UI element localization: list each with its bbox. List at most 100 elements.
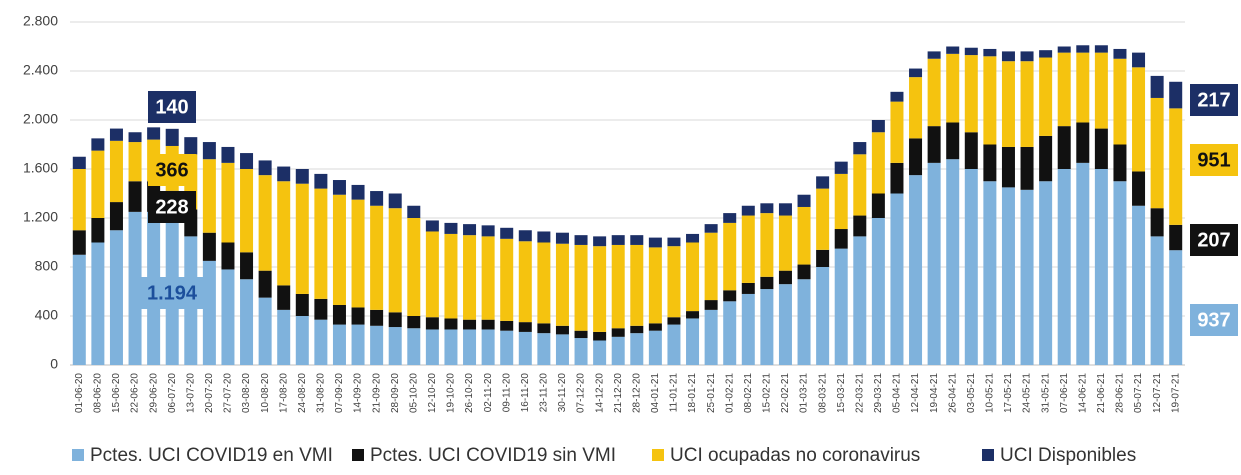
bar-segment [91,150,105,218]
bar-segment [314,298,328,320]
bar-segment [444,233,458,319]
x-tick-label: 27-07-20 [223,373,234,413]
x-tick-label: 12-07-21 [1152,373,1163,413]
bar-segment [500,238,514,321]
bar-segment [760,203,774,214]
x-tick-label: 16-11-20 [520,373,531,413]
bar-segment [1150,236,1164,365]
bar-segment [202,232,216,261]
data-label-box [1190,84,1238,116]
x-tick-label: 03-08-20 [241,373,252,413]
bar-segment [481,236,495,320]
x-tick-label: 23-11-20 [539,373,550,413]
bar-segment [128,132,142,143]
bar-segment [704,232,718,301]
bar-segment [72,156,86,169]
bar-segment [518,241,532,323]
bar-segment [871,193,885,218]
bar-segment [72,254,86,365]
bar-segment [946,159,960,365]
bar-segment [704,309,718,365]
x-tick-label: 13-07-20 [185,373,196,413]
bar-segment [332,194,346,305]
bar-segment [295,316,309,365]
bar-segment [1020,189,1034,365]
x-tick-label: 28-09-20 [390,373,401,413]
x-tick-label: 01-06-20 [74,373,85,413]
bar-segment [1150,208,1164,237]
bar-segment [797,279,811,365]
data-label-box [148,191,196,223]
bar-segment [834,161,848,174]
bar-segment [778,203,792,216]
bar-segment [407,328,421,365]
bar-segment [388,312,402,328]
bar-segment [723,222,737,291]
bar-segment [946,53,960,123]
bar-segment [463,319,477,330]
x-tick-label: 08-03-21 [817,373,828,413]
bar-segment [277,309,291,365]
bar-segment [853,236,867,365]
bar-segment [128,181,142,212]
bar-segment [537,231,551,243]
bar-segment [704,300,718,310]
x-tick-label: 22-06-20 [130,373,141,413]
bar-segment [370,205,384,310]
x-tick-label: 14-09-20 [353,373,364,413]
bar-segment [1132,52,1146,68]
bar-segment [723,301,737,365]
x-tick-label: 19-10-20 [446,373,457,413]
bar-segment [221,269,235,365]
bar-segment [240,279,254,365]
bar-segment [593,331,607,341]
bar-segment [1094,169,1108,365]
legend-label: Pctes. UCI COVID19 en VMI [90,445,333,466]
x-tick-label: 22-03-21 [854,373,865,413]
bar-segment [593,340,607,365]
bar-segment [983,56,997,145]
data-label: 937 [1197,309,1230,331]
bar-segment [277,285,291,310]
bar-segment [834,248,848,365]
y-tick-label: 400 [35,307,59,323]
bar-segment [444,318,458,330]
bar-segment [630,333,644,365]
data-label-box [148,91,196,123]
bar-segment [686,242,700,312]
legend-label: UCI Disponibles [1000,445,1136,466]
bar-segment [1001,61,1015,147]
x-tick-label: 04-01-21 [650,373,661,413]
bar-segment [537,333,551,365]
bar-segment [258,270,272,298]
bar-segment [871,120,885,133]
bar-segment [258,175,272,271]
bar-segment [648,330,662,365]
y-tick-label: 2.800 [23,13,58,29]
bar-segment [537,323,551,334]
bar-segment [853,215,867,237]
x-tick-label: 20-07-20 [204,373,215,413]
x-tick-label: 14-06-21 [1077,373,1088,413]
x-tick-label: 28-06-21 [1115,373,1126,413]
legend-swatch [352,449,364,461]
bar-segment [778,270,792,285]
bar-segment [258,297,272,365]
bar-segment [1076,52,1090,123]
bar-segment [258,160,272,176]
x-tick-label: 06-07-20 [167,373,178,413]
bar-segment [1094,128,1108,169]
bar-segment [667,317,681,325]
bar-segment [871,218,885,365]
bar-segment [388,193,402,209]
bar-segment [834,173,848,230]
x-tick-label: 24-08-20 [297,373,308,413]
bar-segment [1057,169,1071,365]
bar-segment [593,236,607,247]
bar-segment [407,218,421,316]
bar-segment [147,127,161,140]
bar-segment [109,128,123,141]
bar-segment [890,91,904,102]
bar-segment [407,316,421,329]
x-tick-label: 07-09-20 [334,373,345,413]
